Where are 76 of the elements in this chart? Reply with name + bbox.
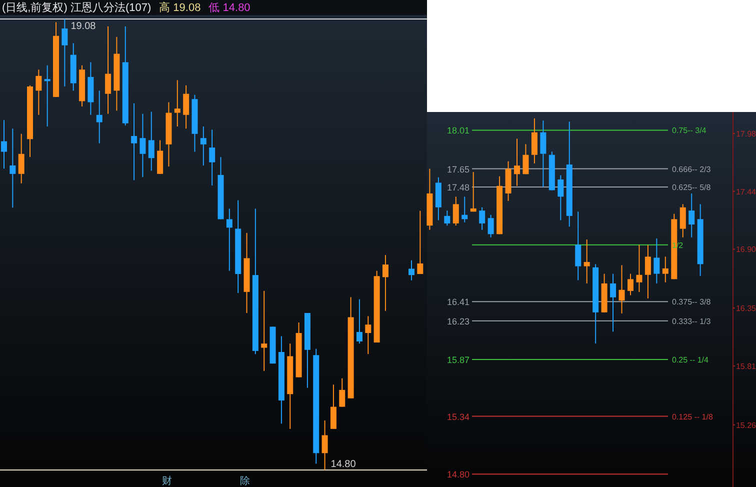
- candlestick: [610, 273, 616, 332]
- candlestick: [444, 210, 450, 226]
- candlestick: [417, 210, 424, 275]
- candlestick: [356, 298, 362, 344]
- ref-line-label: 16.41: [447, 297, 470, 308]
- candlestick: [174, 80, 180, 127]
- candlestick: [148, 111, 154, 172]
- candlestick: [470, 172, 476, 212]
- annotation: 0.125 -- 1/8: [672, 412, 714, 422]
- candlestick: [322, 420, 328, 470]
- text: 财: [162, 475, 172, 487]
- y-tick-label: 16.90: [736, 245, 756, 254]
- ref-line-label: 14.80: [447, 470, 470, 480]
- candlestick: [62, 18, 68, 87]
- y-tick-label: 17.98: [736, 129, 756, 138]
- candlestick: [644, 244, 651, 299]
- candlestick: [261, 290, 268, 372]
- candlestick: [209, 129, 216, 186]
- candlestick: [558, 174, 564, 221]
- candlestick: [365, 316, 372, 355]
- candlestick: [479, 206, 486, 230]
- annotation: 0.625-- 5/8: [672, 183, 712, 192]
- candlestick: [531, 118, 538, 164]
- candlestick: [584, 239, 590, 284]
- candlestick: [339, 378, 346, 408]
- candlestick: [636, 244, 642, 292]
- candlestick: [183, 84, 190, 130]
- ref-line-label: 16.23: [447, 316, 470, 326]
- annotation: 14.80: [330, 459, 356, 470]
- candlestick: [462, 196, 468, 223]
- text: 低 14.80: [208, 2, 250, 14]
- candlestick: [382, 254, 388, 312]
- ref-line-label: 15.34: [447, 412, 470, 422]
- candlestick: [10, 128, 16, 208]
- candlestick: [36, 69, 42, 116]
- candlestick: [680, 204, 686, 238]
- candlestick: [131, 102, 138, 181]
- candlestick: [200, 126, 206, 166]
- chart-title: (日线,前复权) 江恩八分法(107): [2, 2, 152, 14]
- annotation: 0.75-- 3/4: [672, 126, 707, 136]
- candlestick: [140, 113, 146, 178]
- annotation: 19.08: [70, 21, 96, 32]
- candlestick: [575, 211, 582, 281]
- candlestick: [330, 384, 336, 430]
- candlestick: [514, 138, 520, 186]
- annotation: 0.375-- 3/8: [672, 298, 712, 307]
- annotation: 0.666-- 2/3: [672, 164, 712, 174]
- candlestick: [540, 120, 546, 188]
- ref-line-label: 18.01: [447, 126, 470, 136]
- candlestick: [96, 90, 102, 144]
- text: 高 19.08: [159, 1, 201, 14]
- candlestick: [1, 120, 7, 170]
- candlestick: [627, 273, 634, 296]
- candlestick: [157, 140, 164, 174]
- candlestick: [662, 256, 668, 283]
- ref-line-label: 15.87: [447, 355, 470, 365]
- candlestick: [226, 208, 232, 272]
- candlestick: [105, 26, 112, 114]
- candlestick: [618, 264, 625, 314]
- candlestick: [522, 144, 529, 175]
- ref-line-label: 17.65: [447, 164, 470, 174]
- text: 除: [240, 475, 250, 487]
- candlestick: [408, 260, 414, 281]
- y-tick-label: 16.35: [736, 304, 756, 314]
- annotation: 0.25 -- 1/4: [672, 356, 710, 364]
- ref-line-label: 17.48: [447, 182, 470, 192]
- candlestick: [488, 214, 494, 238]
- candlestick: [654, 238, 660, 284]
- y-tick-label: 15.26: [736, 420, 756, 430]
- y-tick-label: 15.81: [736, 362, 756, 371]
- y-tick-label: 17.44: [736, 187, 756, 196]
- candlestick: [688, 192, 695, 238]
- annotation: 0.333-- 1/3: [672, 316, 712, 326]
- candlestick: [18, 133, 24, 184]
- candlestick: [452, 196, 459, 226]
- candlestick: [44, 64, 50, 127]
